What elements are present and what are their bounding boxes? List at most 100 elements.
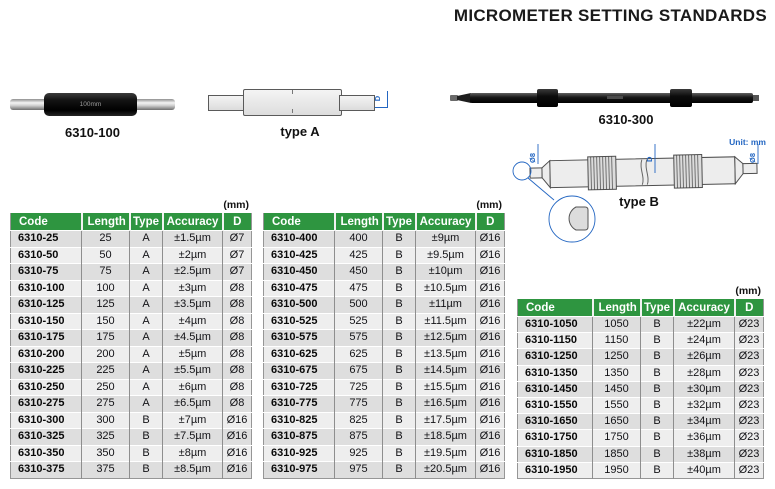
table-cell: A: [129, 378, 163, 396]
table-row: 6310-975 975 B ±20.5µm Ø16: [263, 461, 505, 478]
table-row: 6310-1050 1050 B ±22µm Ø23: [517, 315, 764, 333]
spec-table-2: (mm) Code Length Type Accuracy D 6310-400 400 B…: [263, 199, 505, 479]
table-cell: 6310-350: [10, 444, 82, 462]
table-cell: A: [129, 296, 163, 313]
table-cell: Ø8: [222, 312, 252, 330]
knurl-hatching: [676, 154, 699, 189]
table-cell: ±5µm: [162, 345, 223, 363]
right-cone: [734, 155, 744, 186]
table-cell: Ø8: [222, 329, 252, 346]
table-row: 6310-500 500 B ±11µm Ø16: [263, 296, 505, 313]
column-header: D: [474, 213, 505, 231]
table-cell: Ø16: [475, 246, 505, 264]
table-cell: B: [382, 411, 416, 429]
table-cell: ±14.5µm: [415, 362, 476, 379]
table-cell: 775: [334, 395, 383, 412]
table-cell: Ø8: [222, 296, 252, 313]
table-cell: B: [382, 263, 416, 280]
table-row: 6310-175 175 A ±4.5µm Ø8: [10, 329, 252, 346]
table-row: 6310-525 525 B ±11.5µm Ø16: [263, 312, 505, 330]
table-cell: B: [382, 329, 416, 346]
table-cell: 6310-1550: [517, 396, 593, 414]
table-cell: Ø16: [475, 444, 505, 462]
table-row: 6310-250 250 A ±6µm Ø8: [10, 378, 252, 396]
dimension-label-left: Ø8: [528, 153, 537, 163]
right-tip: [753, 95, 759, 101]
table-row: 6310-1150 1150 B ±24µm Ø23: [517, 332, 764, 349]
table-header-row: Code Length Type Accuracy D: [10, 213, 252, 231]
table-cell: Ø16: [475, 362, 505, 379]
table-row: 6310-200 200 A ±5µm Ø8: [10, 345, 252, 363]
table-row: 6310-1550 1550 B ±32µm Ø23: [517, 396, 764, 414]
table-cell: ±18.5µm: [415, 428, 476, 445]
table-cell: 6310-925: [263, 444, 335, 462]
table-row: 6310-275 275 A ±6.5µm Ø8: [10, 395, 252, 412]
spec-table: Code Length Type Accuracy D 6310-1050 1050 B ±22…: [517, 299, 764, 479]
right-tip: [742, 162, 758, 175]
table-cell: A: [129, 263, 163, 280]
column-header: Type: [128, 213, 163, 231]
table-cell: ±28µm: [673, 364, 735, 382]
table-cell: 1850: [592, 445, 641, 463]
table-cell: B: [382, 230, 416, 247]
table-cell: Ø16: [475, 345, 505, 363]
left-tip: [529, 167, 543, 179]
table-cell: 300: [81, 411, 130, 429]
table-row: 6310-1750 1750 B ±36µm Ø23: [517, 429, 764, 446]
table-cell: Ø16: [475, 428, 505, 445]
table-cell: 6310-75: [10, 263, 82, 280]
table-cell: 6310-775: [263, 395, 335, 412]
table-row: 6310-1850 1850 B ±38µm Ø23: [517, 445, 764, 463]
table-cell: A: [129, 230, 163, 247]
table-cell: 6310-1850: [517, 445, 593, 463]
table-row: 6310-150 150 A ±4µm Ø8: [10, 312, 252, 330]
table-cell: ±6.5µm: [162, 395, 223, 412]
table-cell: ±11.5µm: [415, 312, 476, 330]
table-cell: B: [382, 362, 416, 379]
type-a-drawing: D: [205, 86, 395, 118]
figure-label-6310-300: 6310-300: [598, 112, 654, 127]
table-cell: 450: [334, 263, 383, 280]
table-cell: ±3.5µm: [162, 296, 223, 313]
figure-label-type-b: type B: [619, 194, 659, 209]
table-cell: 1950: [592, 461, 641, 479]
table-cell: Ø23: [734, 364, 764, 382]
table-row: 6310-350 350 B ±8µm Ø16: [10, 444, 252, 462]
table-cell: 6310-400: [263, 230, 335, 247]
table-cell: ±10.5µm: [415, 279, 476, 297]
table-cell: 975: [334, 461, 383, 478]
table-cell: 25: [81, 230, 130, 247]
table-row: 6310-425 425 B ±9.5µm Ø16: [263, 246, 505, 264]
table-cell: A: [129, 329, 163, 346]
table-cell: Ø16: [475, 329, 505, 346]
table-cell: Ø16: [475, 461, 505, 478]
table-cell: 6310-875: [263, 428, 335, 445]
spec-table: Code Length Type Accuracy D 6310-25 25 A ±1.5µm Ø…: [10, 213, 252, 479]
table-cell: Ø8: [222, 362, 252, 379]
dimension-label-mid: D: [645, 156, 654, 162]
table-cell: ±22µm: [673, 315, 735, 333]
type-b-drawing: Ø8 D Ø8: [512, 144, 759, 243]
table-row: 6310-25 25 A ±1.5µm Ø7: [10, 230, 252, 247]
table-cell: B: [382, 279, 416, 297]
table-cell: 175: [81, 329, 130, 346]
table-cell: Ø8: [222, 345, 252, 363]
table-cell: ±16.5µm: [415, 395, 476, 412]
table-cell: 6310-1150: [517, 332, 593, 349]
table-cell: 275: [81, 395, 130, 412]
table-cell: B: [640, 380, 674, 398]
table-cell: 475: [334, 279, 383, 297]
table-cell: 6310-1350: [517, 364, 593, 382]
table-cell: ±11µm: [415, 296, 476, 313]
product-photo-6310-100: 100mm: [10, 84, 175, 124]
table-cell: 6310-125: [10, 296, 82, 313]
diameter-dimension-label: D: [373, 95, 383, 102]
table-cell: Ø16: [222, 428, 252, 445]
unit-note: Unit: mm: [729, 137, 766, 147]
table-cell: 325: [81, 428, 130, 445]
table-cell: 1450: [592, 380, 641, 398]
table-cell: B: [640, 315, 674, 333]
column-header: Code: [263, 213, 335, 231]
table-cell: 875: [334, 428, 383, 445]
table-row: 6310-675 675 B ±14.5µm Ø16: [263, 362, 505, 379]
